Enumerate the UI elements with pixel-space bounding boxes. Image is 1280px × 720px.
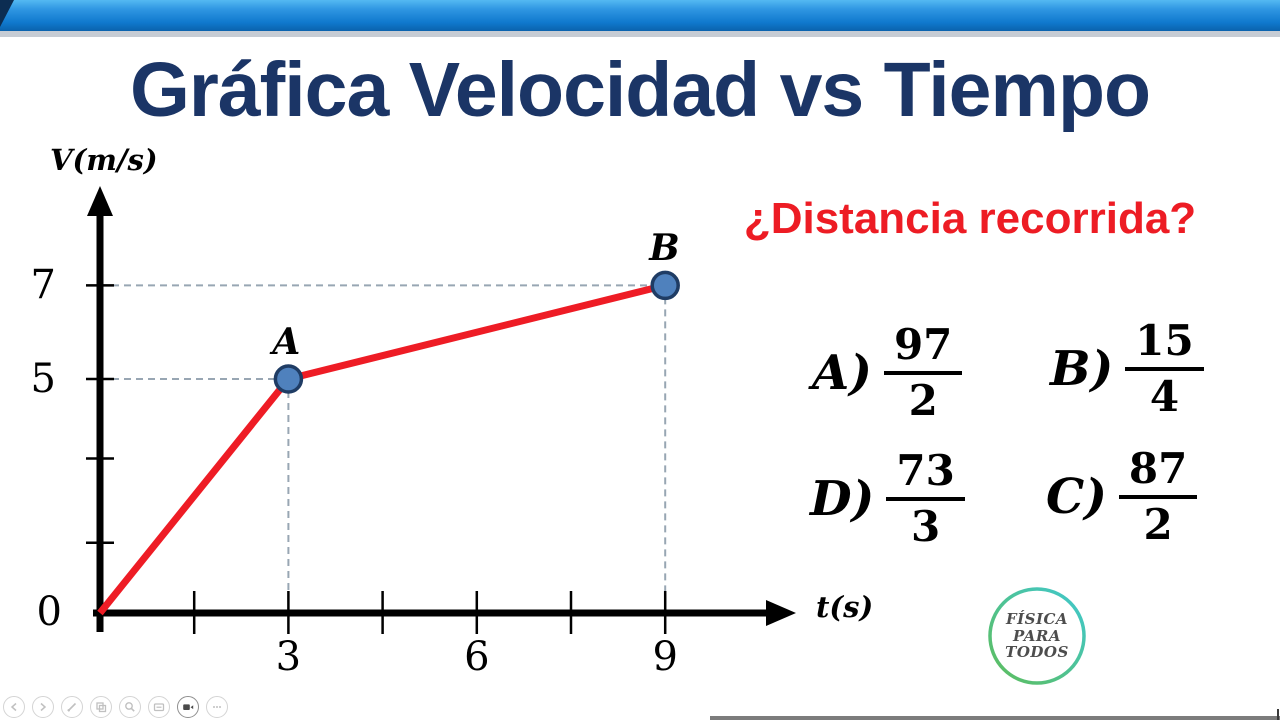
pen-button[interactable] bbox=[61, 696, 83, 718]
origin-label: 0 bbox=[36, 589, 62, 635]
fraction-denominator: 2 bbox=[1143, 500, 1173, 550]
logo-line: PARA bbox=[1013, 626, 1061, 645]
fraction-numerator: 97 bbox=[883, 321, 963, 376]
fraction-numerator: 15 bbox=[1125, 317, 1204, 372]
more-options-button[interactable] bbox=[206, 696, 228, 718]
corner-notch bbox=[0, 0, 14, 27]
camera-button[interactable] bbox=[177, 696, 199, 718]
x-tick-label: 9 bbox=[652, 634, 678, 680]
slides-icon bbox=[96, 702, 107, 713]
top-bar-shadow-strip bbox=[0, 31, 1280, 37]
fraction-denominator: 4 bbox=[1149, 372, 1180, 422]
fraction: 73 3 bbox=[886, 447, 965, 552]
see-all-slides-button[interactable] bbox=[90, 696, 112, 718]
fraction-denominator: 2 bbox=[908, 376, 938, 426]
y-tick-label: 5 bbox=[30, 356, 56, 402]
logo-line: TODOS bbox=[1005, 643, 1069, 662]
captions-button[interactable] bbox=[148, 696, 170, 718]
option-d: D) 73 3 bbox=[810, 447, 965, 552]
y-axis-label: V(m/s) bbox=[50, 143, 158, 177]
slide-title: Gráfica Velocidad vs Tiempo bbox=[129, 47, 1151, 133]
zoom-button[interactable] bbox=[119, 696, 141, 718]
fisica-para-todos-logo: FÍSICA PARA TODOS bbox=[985, 584, 1089, 688]
next-slide-button[interactable] bbox=[32, 696, 54, 718]
chevron-left-icon bbox=[10, 702, 17, 712]
x-tick-label: 6 bbox=[464, 634, 490, 680]
option-a: A) 97 2 bbox=[812, 321, 963, 426]
option-letter: D) bbox=[810, 471, 875, 528]
chevron-right-icon bbox=[40, 702, 47, 712]
bottom-right-edge-tick bbox=[1277, 709, 1279, 720]
ellipsis-icon bbox=[213, 706, 221, 708]
point-label-B: B bbox=[649, 227, 680, 270]
previous-slide-button[interactable] bbox=[3, 696, 25, 718]
point-label-A: A bbox=[272, 321, 301, 363]
fraction-numerator: 87 bbox=[1118, 445, 1198, 500]
option-letter: A) bbox=[812, 345, 872, 402]
magnifier-icon bbox=[125, 702, 135, 712]
logo-ring bbox=[988, 587, 1086, 685]
presentation-top-bar bbox=[0, 0, 1280, 31]
fraction: 87 2 bbox=[1118, 445, 1198, 550]
logo-text: FÍSICA PARA TODOS bbox=[985, 584, 1089, 688]
x-tick-label: 3 bbox=[275, 634, 302, 680]
option-c: C) 87 2 bbox=[1046, 445, 1198, 550]
question-text: ¿Distancia recorrida? bbox=[743, 194, 1197, 243]
logo-line: FÍSICA bbox=[1005, 610, 1069, 629]
captions-icon bbox=[153, 703, 165, 712]
x-axis-label: t(s) bbox=[816, 590, 874, 624]
option-b: B) 15 4 bbox=[1050, 317, 1204, 422]
pen-icon bbox=[67, 702, 77, 712]
option-letter: C) bbox=[1046, 469, 1107, 526]
bottom-right-bar bbox=[710, 716, 1280, 720]
fraction-numerator: 73 bbox=[886, 447, 965, 502]
video-camera-icon bbox=[183, 704, 194, 710]
slideshow-toolbar bbox=[3, 696, 228, 718]
fraction-denominator: 3 bbox=[910, 502, 941, 552]
fraction: 97 2 bbox=[883, 321, 963, 426]
y-tick-label: 7 bbox=[30, 262, 56, 309]
option-letter: B) bbox=[1050, 341, 1114, 398]
fraction: 15 4 bbox=[1125, 317, 1204, 422]
